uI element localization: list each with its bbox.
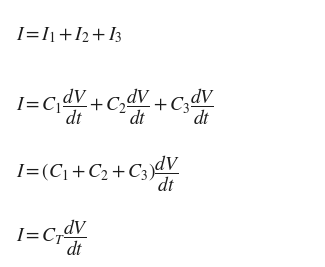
Text: $I = (C_1 + C_2 + C_3)\dfrac{dV}{dt}$: $I = (C_1 + C_2 + C_3)\dfrac{dV}{dt}$: [16, 154, 180, 194]
Text: $I = C_1 \dfrac{dV}{dt} + C_2 \dfrac{dV}{dt} + C_3 \dfrac{dV}{dt}$: $I = C_1 \dfrac{dV}{dt} + C_2 \dfrac{dV}…: [16, 87, 215, 127]
Text: $I = C_T\dfrac{dV}{dt}$: $I = C_T\dfrac{dV}{dt}$: [16, 218, 88, 258]
Text: $I = I_1 + I_2 + I_3$: $I = I_1 + I_2 + I_3$: [16, 25, 123, 45]
